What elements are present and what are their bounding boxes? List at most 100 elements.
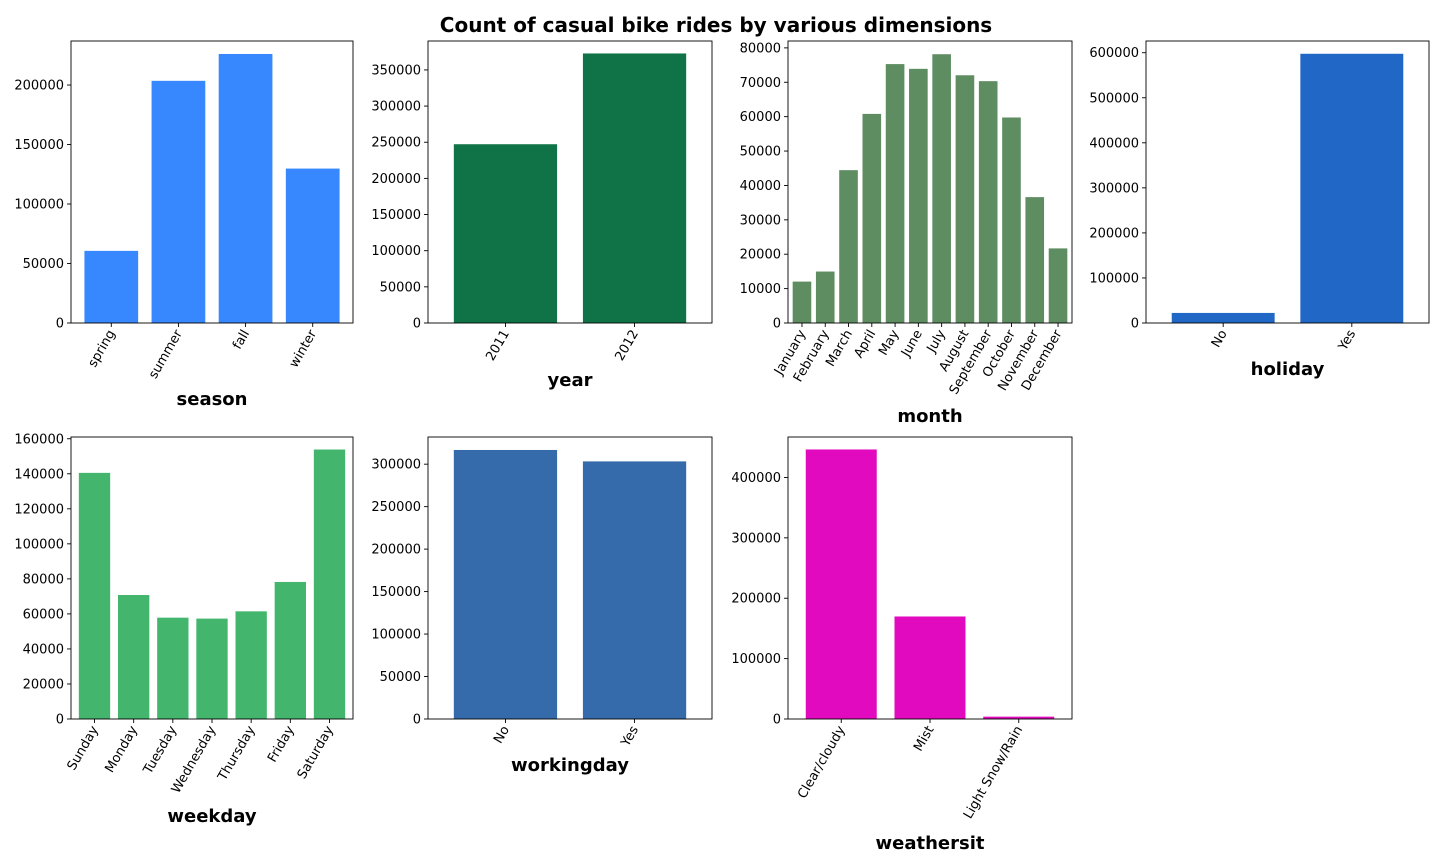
bar-year-2011 <box>453 144 558 323</box>
y-tick-label: 300000 <box>1089 181 1139 196</box>
y-tick-label: 500000 <box>1089 91 1139 106</box>
x-axis-title: year <box>548 370 593 391</box>
y-tick-label: 50000 <box>380 280 421 295</box>
bar-holiday-yes <box>1300 53 1404 324</box>
bar-month-december <box>1048 248 1068 323</box>
axes-frame <box>427 40 713 324</box>
chart-panel-workingday: 0 50000 100000 150000 200000 250000 300000 No Ye… <box>371 436 713 776</box>
y-tick-label: 150000 <box>371 208 421 223</box>
x-tick-label: spring <box>86 328 119 371</box>
x-tick-label: winter <box>287 327 321 371</box>
bar-workingday-yes <box>582 461 687 719</box>
bar-weekday-sunday <box>78 472 111 719</box>
bar-season-spring <box>84 250 139 323</box>
y-tick-label: 60000 <box>23 607 64 622</box>
chart-panel-weathersit: 0 100000 200000 300000 400000 Clear/cloudy Mis… <box>731 436 1073 854</box>
axes-frame <box>787 40 1073 324</box>
bar-month-february <box>815 271 835 323</box>
x-axis-title: weekday <box>167 806 256 827</box>
y-tick-label: 100000 <box>371 244 421 259</box>
x-tick-label: Yes <box>618 723 642 750</box>
x-axis-title: holiday <box>1251 359 1325 380</box>
x-axis-title: workingday <box>511 755 629 776</box>
y-tick-label: 140000 <box>14 467 64 482</box>
x-tick-label: Friday <box>265 723 298 765</box>
bar-month-march <box>839 170 858 323</box>
y-tick-label: 0 <box>413 713 421 728</box>
y-tick-label: 100000 <box>371 628 421 643</box>
y-tick-label: 100000 <box>1089 271 1139 286</box>
x-tick-label: fall <box>230 328 253 353</box>
y-tick-label: 100000 <box>14 198 64 213</box>
bar-month-may <box>885 64 905 323</box>
y-tick-label: 400000 <box>1089 136 1139 151</box>
bar-weekday-thursday <box>235 611 267 719</box>
y-tick-label: 100000 <box>14 537 64 552</box>
x-axis-title: month <box>897 406 962 427</box>
bar-weathersit-mist <box>894 616 966 719</box>
x-tick-label: Mist <box>911 724 937 755</box>
bar-month-july <box>932 54 951 323</box>
y-tick-label: 80000 <box>740 41 781 56</box>
chart-panel-weekday: 0 20000 40000 60000 80000 100000 120000 140000 1… <box>14 432 354 827</box>
y-tick-label: 250000 <box>371 500 421 515</box>
axes-frame <box>427 436 713 720</box>
y-tick-label: 200000 <box>14 79 64 94</box>
y-tick-label: 50000 <box>380 670 421 685</box>
x-tick-label: Clear/cloudy <box>795 723 849 801</box>
bar-month-october <box>1002 117 1021 323</box>
x-tick-label: Yes <box>1335 327 1359 354</box>
y-tick-label: 120000 <box>14 502 64 517</box>
y-tick-label: 250000 <box>371 136 421 151</box>
y-tick-label: 0 <box>773 713 781 728</box>
x-tick-label: Thursday <box>215 723 259 784</box>
y-tick-label: 150000 <box>371 585 421 600</box>
bar-weathersit-light-snow-rain <box>983 716 1055 719</box>
x-tick-label: May <box>876 327 903 358</box>
x-tick-label: Sunday <box>65 723 102 773</box>
bar-month-january <box>792 281 812 323</box>
x-tick-label: No <box>491 723 513 746</box>
bar-weekday-friday <box>274 581 306 719</box>
y-tick-label: 200000 <box>1089 226 1139 241</box>
chart-panel-year: 0 50000 100000 150000 200000 250000 300000 3500… <box>371 40 713 391</box>
x-tick-label: No <box>1209 327 1231 350</box>
x-tick-label: Tuesday <box>140 723 180 777</box>
axes-frame <box>1145 40 1430 324</box>
y-tick-label: 40000 <box>23 642 64 657</box>
x-tick-label: 2012 <box>612 328 642 364</box>
y-tick-label: 70000 <box>740 76 781 91</box>
chart-panel-month: 0 10000 20000 30000 40000 50000 60000 70000 8000… <box>740 40 1073 427</box>
bar-season-summer <box>151 80 206 323</box>
y-tick-label: 40000 <box>740 179 781 194</box>
chart-panel-season: 0 50000 100000 150000 200000 spring summer fall… <box>14 40 354 410</box>
y-tick-label: 150000 <box>14 138 64 153</box>
x-tick-label: April <box>851 328 879 361</box>
bar-workingday-no <box>453 449 558 719</box>
bar-weekday-saturday <box>313 449 346 719</box>
y-tick-label: 200000 <box>731 592 781 607</box>
x-tick-label: Light Snow/Rain <box>961 724 1026 822</box>
x-axis-title: season <box>177 389 248 410</box>
bar-month-june <box>909 68 928 323</box>
y-tick-label: 30000 <box>740 213 781 228</box>
x-tick-label: Monday <box>102 723 141 775</box>
bar-weekday-tuesday <box>157 617 189 719</box>
x-tick-label: June <box>898 328 926 361</box>
y-tick-label: 400000 <box>731 471 781 486</box>
y-tick-label: 80000 <box>23 572 64 587</box>
y-tick-label: 100000 <box>731 652 781 667</box>
figure-title: Count of casual bike rides by various di… <box>440 13 992 37</box>
bar-weathersit-clear-cloudy <box>805 449 877 719</box>
x-tick-label: 2011 <box>483 328 513 364</box>
bar-month-september <box>978 81 998 323</box>
bar-month-november <box>1025 197 1045 323</box>
bar-season-fall <box>218 53 273 323</box>
x-tick-label: Saturday <box>295 723 337 781</box>
y-tick-label: 600000 <box>1089 46 1139 61</box>
bar-month-april <box>862 113 882 324</box>
bar-weekday-monday <box>118 595 150 719</box>
chart-panel-holiday: 0 100000 200000 300000 400000 500000 600000 No Y… <box>1089 40 1430 380</box>
y-tick-label: 50000 <box>740 145 781 160</box>
